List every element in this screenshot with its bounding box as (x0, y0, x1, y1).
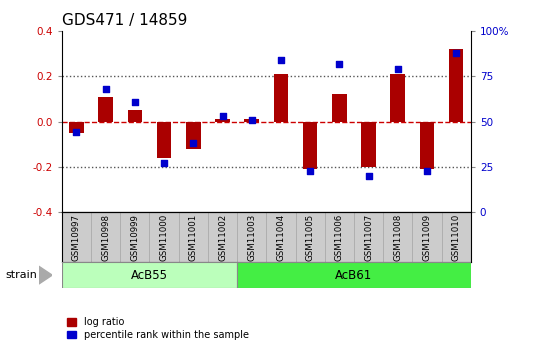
Point (72, 130, 81, 135)
Bar (237, 262, 471, 288)
Text: GSM11010: GSM11010 (451, 214, 461, 261)
Text: GSM10998: GSM10998 (101, 214, 110, 261)
Legend: log ratio, percentile rank within the sample: log ratio, percentile rank within the sa… (67, 317, 249, 340)
Point (364, 173, 373, 179)
Bar (303, 122, 317, 169)
Point (393, 66, 402, 72)
Point (277, 57, 285, 63)
Bar (157, 122, 172, 158)
Text: AcB61: AcB61 (335, 269, 372, 282)
Text: GSM11003: GSM11003 (247, 214, 256, 261)
Bar (186, 122, 201, 149)
Point (306, 168, 314, 173)
Bar (62, 262, 237, 288)
Bar (98, 97, 113, 122)
Text: GDS471 / 14859: GDS471 / 14859 (62, 13, 187, 29)
Polygon shape (39, 266, 52, 284)
Text: GSM11005: GSM11005 (306, 214, 315, 261)
Point (189, 141, 197, 146)
Bar (69, 122, 84, 133)
Text: GSM11006: GSM11006 (335, 214, 344, 261)
Point (101, 86, 110, 92)
Point (335, 61, 344, 67)
Text: GSM11004: GSM11004 (277, 214, 286, 261)
Text: GSM11008: GSM11008 (393, 214, 402, 261)
Text: GSM10999: GSM10999 (130, 214, 139, 260)
Point (160, 160, 168, 166)
Bar (244, 119, 259, 122)
Bar (332, 95, 346, 122)
Bar (274, 74, 288, 122)
Bar (215, 119, 230, 122)
Point (247, 117, 256, 122)
Bar (361, 122, 376, 167)
Bar (128, 110, 142, 122)
Text: AcB55: AcB55 (131, 269, 168, 282)
Point (131, 99, 139, 105)
Bar (449, 49, 463, 122)
Point (218, 114, 227, 119)
Text: strain: strain (5, 270, 37, 280)
Text: GSM11007: GSM11007 (364, 214, 373, 261)
Point (452, 50, 461, 56)
Bar (391, 74, 405, 122)
Text: GSM11009: GSM11009 (422, 214, 431, 261)
Text: GSM11000: GSM11000 (160, 214, 168, 261)
Text: GSM11001: GSM11001 (189, 214, 198, 261)
Point (423, 168, 431, 173)
Text: GSM10997: GSM10997 (72, 214, 81, 261)
Bar (420, 122, 434, 169)
Text: GSM11002: GSM11002 (218, 214, 227, 261)
